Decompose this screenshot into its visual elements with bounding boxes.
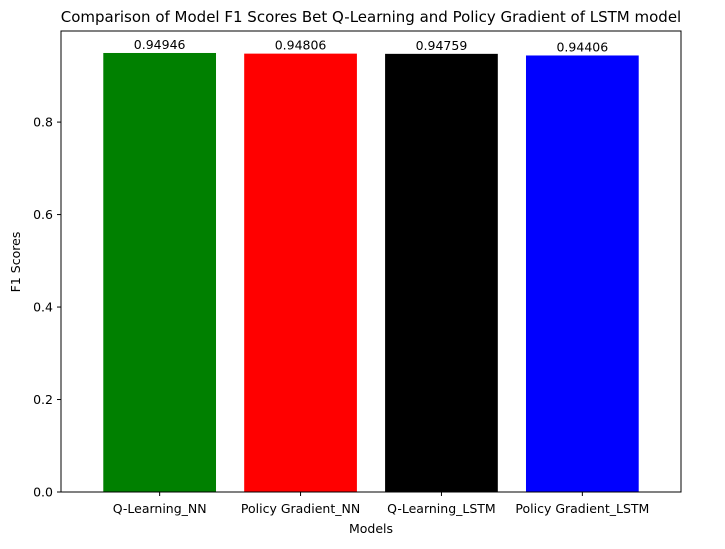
y-tick-label: 0.6 <box>33 207 53 222</box>
bar-q-learning-lstm <box>385 53 498 492</box>
y-tick-label: 0.0 <box>33 485 53 500</box>
bar-policy-gradient-lstm <box>525 55 639 493</box>
value-label-q-learning-lstm: 0.94759 <box>416 38 468 53</box>
value-label-policy-gradient-nn: 0.94806 <box>275 38 327 53</box>
plot-frame <box>60 30 682 493</box>
y-axis-label: F1 Scores <box>8 232 23 293</box>
y-axis-ticks: 0.0 0.2 0.4 0.6 0.8 <box>33 115 61 500</box>
x-tick-label-q-learning-lstm: Q-Learning_LSTM <box>387 501 496 516</box>
bar-q-learning-nn <box>103 52 217 493</box>
bars-layer <box>103 52 639 493</box>
chart-title: Comparison of Model F1 Scores Bet Q-Lear… <box>61 8 681 26</box>
y-tick-label: 0.4 <box>33 300 53 315</box>
bar-policy-gradient-nn <box>244 53 357 493</box>
value-label-q-learning-nn: 0.94946 <box>134 37 186 52</box>
x-axis-ticks: Q-Learning_NN Policy Gradient_NN Q-Learnin… <box>113 492 649 516</box>
x-axis-label: Models <box>349 521 393 536</box>
value-label-policy-gradient-lstm: 0.94406 <box>556 39 608 54</box>
y-tick-label: 0.2 <box>33 392 53 407</box>
x-tick-label-policy-gradient-nn: Policy Gradient_NN <box>241 501 360 516</box>
x-tick-label-q-learning-nn: Q-Learning_NN <box>113 501 207 516</box>
y-tick-label: 0.8 <box>33 115 53 130</box>
x-tick-label-policy-gradient-lstm: Policy Gradient_LSTM <box>515 501 649 516</box>
value-labels-layer: 0.94946 0.94806 0.94759 0.94406 <box>134 37 608 54</box>
